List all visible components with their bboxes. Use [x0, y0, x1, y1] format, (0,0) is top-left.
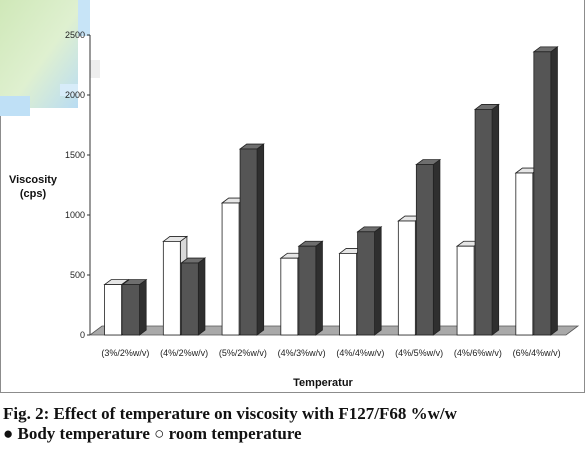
x-tick-label-7: (6%/4%w/v)	[513, 348, 561, 358]
bar-body-7-front	[533, 51, 552, 336]
bar-body-0-side	[139, 278, 147, 336]
bar-body-3-front	[298, 245, 317, 336]
bar-body-6-front	[474, 109, 493, 336]
y-tick-label-2500: 2500	[65, 30, 85, 40]
bar-body-2-front	[239, 148, 258, 336]
bar-room-0-front	[104, 284, 122, 336]
y-tick-label-500: 500	[70, 270, 85, 280]
chart: 0 500 1000 1500 2000 2500 (3%/2%w/v) (4%/2%w/v)…	[0, 0, 580, 389]
bar-body-7-side	[550, 46, 558, 336]
x-tick-label-4: (4%/4%w/v)	[336, 348, 384, 358]
bar-body-3-side	[315, 240, 323, 336]
bar-body-2-side	[256, 143, 265, 336]
y-axis-label-line-1: Viscosity	[9, 174, 58, 186]
bar-room-4-front	[339, 252, 357, 336]
y-tick-label-0: 0	[80, 330, 85, 340]
bar-body-4-side	[374, 226, 382, 336]
x-tick-label-1: (4%/2%w/v)	[160, 348, 208, 358]
bar-body-1-side	[197, 257, 206, 336]
bar-body-0	[121, 278, 148, 336]
bar-body-5-front	[415, 164, 434, 336]
bar-body-4	[356, 226, 383, 336]
axis-labels: 0 500 1000 1500 2000 2500 (3%/2%w/v) (4%/2%w/v)…	[65, 30, 561, 358]
y-tick-label-1500: 1500	[65, 150, 85, 160]
bar-room-6-front	[456, 245, 475, 336]
bar-room-3-front	[280, 257, 299, 336]
bar-body-1	[180, 257, 207, 336]
bar-body-5	[415, 158, 442, 336]
x-tick-label-3: (4%/3%w/v)	[278, 348, 326, 358]
x-axis-label: Temperatur	[293, 377, 353, 389]
bars	[103, 46, 559, 336]
x-tick-label-2: (5%/2%w/v)	[219, 348, 267, 358]
caption-line-2: ● Body temperature ○ room temperature	[3, 424, 302, 443]
plot-area	[87, 34, 580, 336]
bar-body-0-front	[122, 284, 140, 336]
corner-decoration	[0, 0, 100, 116]
y-tick-label-1000: 1000	[65, 210, 85, 220]
figure-caption: Fig. 2: Effect of temperature on viscosi…	[3, 404, 583, 444]
bar-body-6	[473, 103, 500, 336]
bar-body-4-front	[357, 231, 375, 336]
x-tick-label-5: (4%/5%w/v)	[395, 348, 443, 358]
y-axis-label-line-2: (cps)	[20, 188, 47, 200]
bar-room-1-front	[162, 240, 181, 336]
x-tick-label-0: (3%/2%w/v)	[101, 348, 149, 358]
bar-body-2	[238, 143, 265, 336]
bar-room-2-front	[221, 202, 240, 336]
bar-body-6-side	[491, 103, 500, 336]
y-tick-label-2000: 2000	[65, 90, 85, 100]
bar-body-7	[532, 46, 559, 336]
bar-body-1-front	[180, 262, 199, 336]
bar-room-5-front	[397, 220, 416, 336]
bar-body-3	[297, 240, 324, 336]
caption-line-1: Fig. 2: Effect of temperature on viscosi…	[3, 404, 457, 423]
chart-frame	[0, 0, 585, 393]
bar-body-5-side	[432, 158, 441, 336]
x-tick-label-6: (4%/6%w/v)	[454, 348, 502, 358]
bar-room-7-front	[515, 172, 534, 336]
